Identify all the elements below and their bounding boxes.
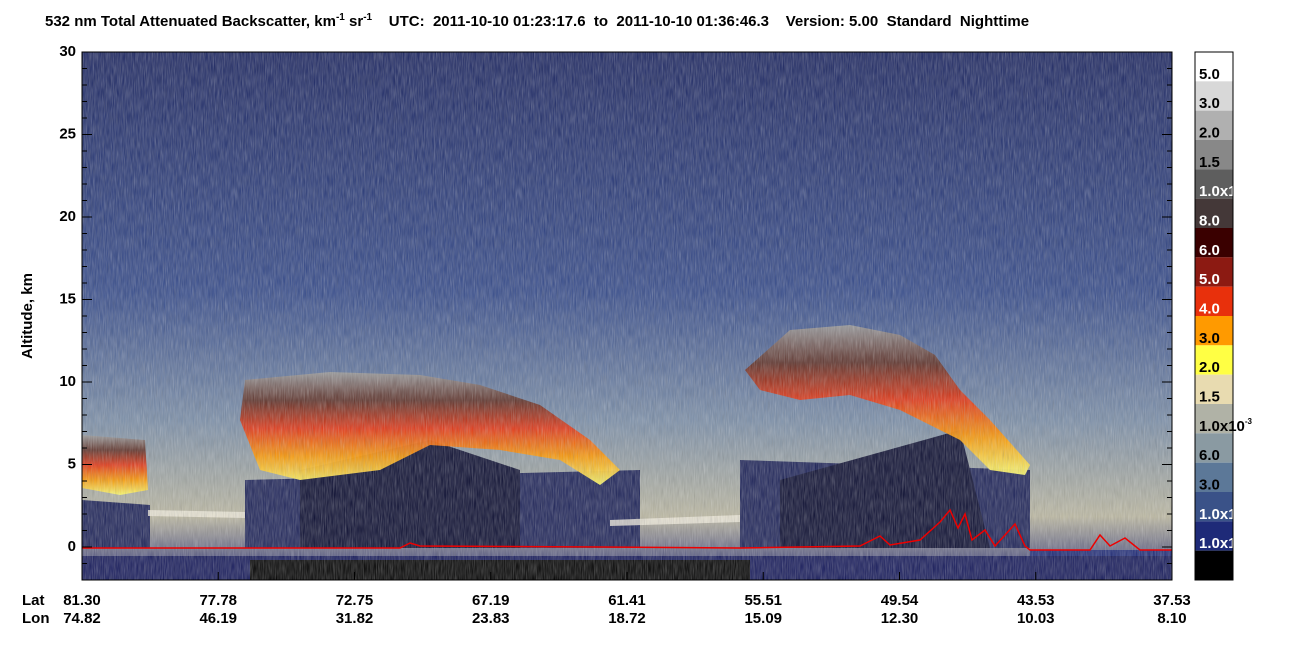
title-unit: sr bbox=[344, 13, 364, 30]
colorbar-label: 2.0 bbox=[1199, 125, 1220, 142]
colorbar-swatch bbox=[1195, 110, 1233, 140]
colorbar-label: 1.5 bbox=[1199, 389, 1220, 406]
lat-label: 67.19 bbox=[472, 592, 510, 609]
lon-label: 31.82 bbox=[336, 610, 374, 627]
colorbar-label: 1.0x10-5 bbox=[1199, 534, 1253, 552]
colorbar-swatch bbox=[1195, 81, 1233, 111]
y-tick-label: 0 bbox=[68, 538, 76, 555]
y-tick-label: 20 bbox=[59, 208, 76, 225]
colorbar-label-exp: -3 bbox=[1245, 417, 1253, 426]
colorbar-label-base: 1.0x10 bbox=[1199, 535, 1245, 552]
colorbar-label: 6.0 bbox=[1199, 242, 1220, 259]
colorbar-swatch bbox=[1195, 257, 1233, 287]
colorbar-swatch bbox=[1195, 52, 1233, 82]
colorbar-label-exp: -5 bbox=[1245, 534, 1253, 543]
colorbar-swatch bbox=[1195, 286, 1233, 316]
title-utc: UTC: 2011-10-10 01:23:17.6 to 2011-10-10… bbox=[388, 13, 770, 30]
colorbar-label: 1.0x10-2 bbox=[1199, 182, 1253, 200]
title-exp: -1 bbox=[335, 12, 345, 23]
y-tick-label: 30 bbox=[59, 43, 76, 60]
colorbar-label-base: 1.0x10 bbox=[1199, 183, 1245, 200]
colorbar-swatch bbox=[1195, 521, 1233, 551]
colorbar-swatch bbox=[1195, 492, 1233, 522]
title-version: Version: 5.00 Standard Nighttime bbox=[785, 13, 1030, 30]
colorbar-swatch bbox=[1195, 433, 1233, 463]
lat-label: 43.53 bbox=[1017, 592, 1055, 609]
colorbar-label: 4.0 bbox=[1199, 301, 1220, 318]
colorbar-label: 3.0 bbox=[1199, 330, 1220, 347]
y-tick-label: 10 bbox=[59, 373, 76, 390]
colorbar-swatch bbox=[1195, 198, 1233, 228]
colorbar-label-base: 1.0x10 bbox=[1199, 418, 1245, 435]
colorbar-swatch bbox=[1195, 140, 1233, 170]
colorbar-label-base: 1.0x10 bbox=[1199, 506, 1245, 523]
colorbar-label: 1.5 bbox=[1199, 154, 1220, 171]
row-label: Lat bbox=[22, 592, 45, 609]
y-axis-label: Altitude, km bbox=[19, 273, 36, 359]
colorbar-swatch bbox=[1195, 550, 1233, 580]
lon-label: 15.09 bbox=[744, 610, 782, 627]
lat-label: 55.51 bbox=[744, 592, 782, 609]
lon-label: 12.30 bbox=[881, 610, 919, 627]
colorbar-label-exp: -4 bbox=[1245, 505, 1253, 514]
chart-title: 532 nm Total Attenuated Backscatter, km-… bbox=[45, 12, 1029, 30]
backscatter-image bbox=[82, 52, 1172, 580]
lon-label: 10.03 bbox=[1017, 610, 1055, 627]
lon-label: 74.82 bbox=[63, 610, 101, 627]
lon-label: 18.72 bbox=[608, 610, 646, 627]
y-tick-label: 5 bbox=[68, 455, 76, 472]
colorbar-label-exp: -2 bbox=[1245, 182, 1253, 191]
colorbar-swatch bbox=[1195, 169, 1233, 199]
colorbar-label: 1.0x10-4 bbox=[1199, 505, 1253, 523]
lat-label: 77.78 bbox=[199, 592, 237, 609]
lon-label: 23.83 bbox=[472, 610, 510, 627]
colorbar-label: 1.0x10-3 bbox=[1199, 417, 1253, 435]
lat-label: 72.75 bbox=[336, 592, 374, 609]
colorbar-swatch bbox=[1195, 404, 1233, 434]
lat-label: 61.41 bbox=[608, 592, 646, 609]
colorbar-label: 3.0 bbox=[1199, 477, 1220, 494]
colorbar-label: 5.0 bbox=[1199, 66, 1220, 83]
colorbar-label: 6.0 bbox=[1199, 447, 1220, 464]
colorbar-swatch bbox=[1195, 345, 1233, 375]
lon-label: 46.19 bbox=[199, 610, 237, 627]
colorbar-frame bbox=[1194, 51, 1234, 581]
y-tick-label: 15 bbox=[59, 290, 76, 307]
y-tick-label: 25 bbox=[59, 125, 76, 142]
title-exp: -1 bbox=[363, 12, 373, 23]
lon-label: 8.10 bbox=[1157, 610, 1186, 627]
title-parameter: 532 nm Total Attenuated Backscatter, km bbox=[45, 13, 336, 30]
lat-label: 49.54 bbox=[881, 592, 919, 609]
lat-label: 37.53 bbox=[1153, 592, 1191, 609]
colorbar-label: 5.0 bbox=[1199, 271, 1220, 288]
colorbar-swatch bbox=[1195, 462, 1233, 492]
colorbar-label: 2.0 bbox=[1199, 359, 1220, 376]
colorbar-swatch bbox=[1195, 316, 1233, 346]
lat-label: 81.30 bbox=[63, 592, 101, 609]
row-label: Lon bbox=[22, 610, 50, 627]
colorbar-label: 8.0 bbox=[1199, 213, 1220, 230]
colorbar-label: 3.0 bbox=[1199, 95, 1220, 112]
colorbar-swatch bbox=[1195, 374, 1233, 404]
colorbar-swatch bbox=[1195, 228, 1233, 258]
